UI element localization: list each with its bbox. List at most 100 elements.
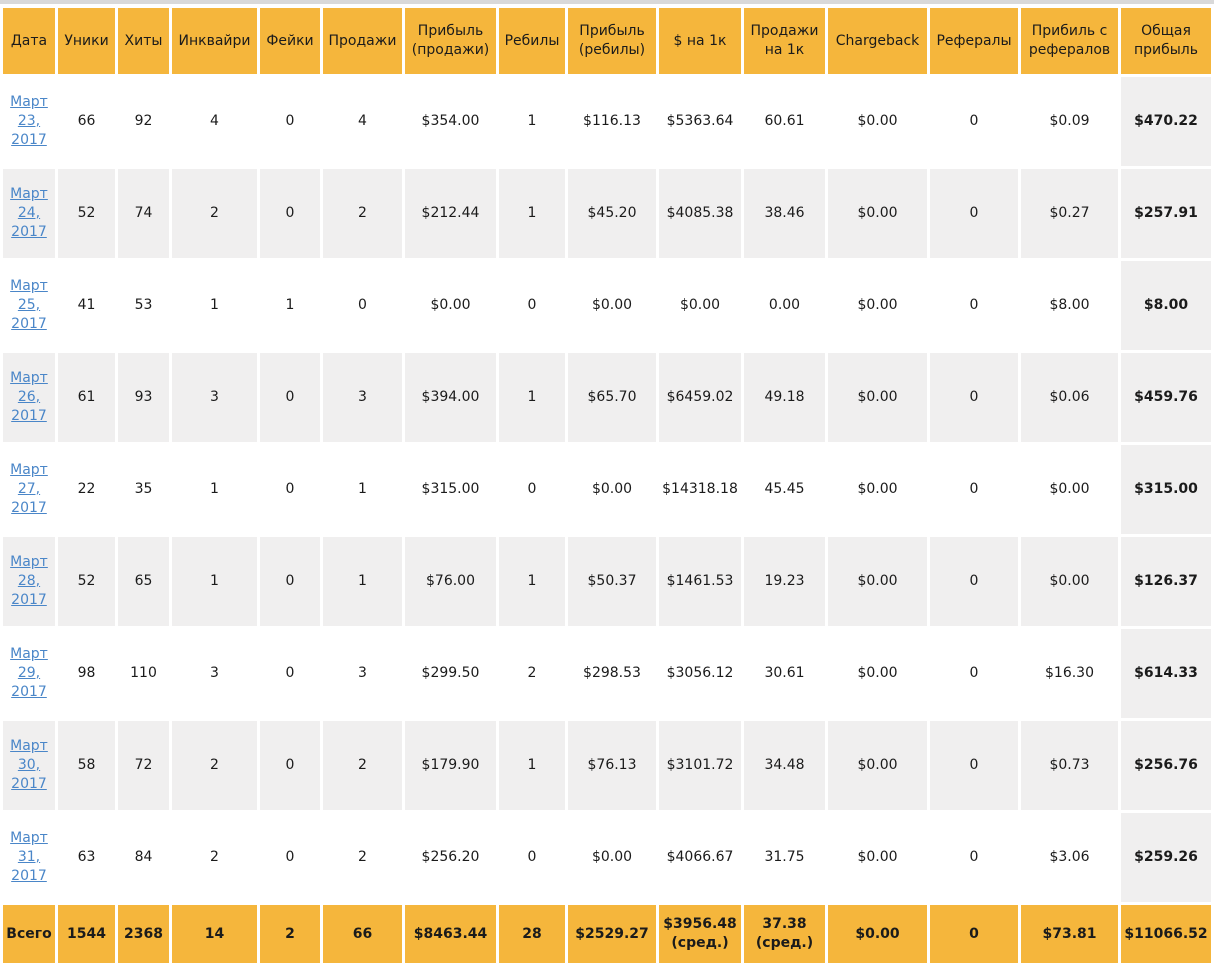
column-header-12: Рефералы [930, 8, 1018, 74]
stat-cell: $0.06 [1021, 353, 1118, 442]
stat-cell: 3 [172, 629, 257, 718]
stat-cell: 0 [930, 721, 1018, 810]
total-label: Всего [3, 905, 55, 963]
column-header-13: Прибиль с рефералов [1021, 8, 1118, 74]
stat-cell: $459.76 [1121, 353, 1211, 442]
stat-cell: $259.26 [1121, 813, 1211, 902]
date-link[interactable]: Март 26, 2017 [10, 370, 48, 424]
stat-cell: $0.00 [828, 445, 927, 534]
stat-cell: 1 [499, 169, 565, 258]
stat-cell: $0.73 [1021, 721, 1118, 810]
stat-cell: $257.91 [1121, 169, 1211, 258]
date-link[interactable]: Март 23, 2017 [10, 94, 48, 148]
date-link[interactable]: Март 30, 2017 [10, 738, 48, 792]
stat-cell: $0.00 [568, 813, 656, 902]
stat-cell: $470.22 [1121, 77, 1211, 166]
stat-cell: $8.00 [1021, 261, 1118, 350]
stat-cell: $0.00 [828, 813, 927, 902]
column-header-6: Прибыль (продажи) [405, 8, 496, 74]
stat-cell: 0 [499, 445, 565, 534]
table-row: Март 28, 2017 52 65 1 0 1 $76.00 1 $50.37 $1461.5… [3, 537, 1211, 626]
stat-cell: 1 [499, 537, 565, 626]
total-cell: 28 [499, 905, 565, 963]
stat-cell: $0.00 [568, 261, 656, 350]
stat-cell: 0 [499, 261, 565, 350]
top-border-strip [0, 0, 1214, 4]
stat-cell: 22 [58, 445, 115, 534]
table-row: Март 26, 2017 61 93 3 0 3 $394.00 1 $65.70 $6459.… [3, 353, 1211, 442]
stat-cell: 2 [172, 169, 257, 258]
total-cell: 66 [323, 905, 402, 963]
stat-cell: 84 [118, 813, 169, 902]
date-link[interactable]: Март 27, 2017 [10, 462, 48, 516]
stat-cell: 0 [930, 169, 1018, 258]
stat-cell: $298.53 [568, 629, 656, 718]
stat-cell: $0.00 [659, 261, 741, 350]
stat-cell: $16.30 [1021, 629, 1118, 718]
stat-cell: 0 [260, 813, 320, 902]
stat-cell: $5363.64 [659, 77, 741, 166]
stat-cell: $315.00 [1121, 445, 1211, 534]
stat-cell: $354.00 [405, 77, 496, 166]
date-link[interactable]: Март 24, 2017 [10, 186, 48, 240]
stat-cell: $3.06 [1021, 813, 1118, 902]
stat-cell: 1 [499, 77, 565, 166]
stat-cell: $0.00 [828, 169, 927, 258]
stat-cell: 65 [118, 537, 169, 626]
date-cell: Март 28, 2017 [3, 537, 55, 626]
stat-cell: $1461.53 [659, 537, 741, 626]
column-header-5: Продажи [323, 8, 402, 74]
stat-cell: 0 [260, 445, 320, 534]
stat-cell: 45.45 [744, 445, 825, 534]
table-row: Март 30, 2017 58 72 2 0 2 $179.90 1 $76.13 $3101.… [3, 721, 1211, 810]
stat-cell: $76.00 [405, 537, 496, 626]
column-header-14: Общая прибыль [1121, 8, 1211, 74]
stat-cell: 0 [260, 353, 320, 442]
total-cell: $2529.27 [568, 905, 656, 963]
total-cell: $3956.48 (сред.) [659, 905, 741, 963]
stat-cell: $0.00 [828, 721, 927, 810]
stat-cell: 1 [323, 537, 402, 626]
header-row: Дата Уники Хиты Инквайри Фейки Продажи Прибыль… [3, 8, 1211, 74]
stat-cell: 0 [260, 169, 320, 258]
stat-cell: 0 [930, 353, 1018, 442]
stat-cell: 3 [323, 353, 402, 442]
stat-cell: $614.33 [1121, 629, 1211, 718]
stat-cell: $0.00 [1021, 445, 1118, 534]
stat-cell: 74 [118, 169, 169, 258]
stat-cell: $8.00 [1121, 261, 1211, 350]
date-link[interactable]: Март 31, 2017 [10, 830, 48, 884]
stat-cell: 53 [118, 261, 169, 350]
stat-cell: $0.00 [828, 537, 927, 626]
stat-cell: 34.48 [744, 721, 825, 810]
column-header-8: Прибыль (ребилы) [568, 8, 656, 74]
date-link[interactable]: Март 29, 2017 [10, 646, 48, 700]
total-cell: 2 [260, 905, 320, 963]
table-row: Март 31, 2017 63 84 2 0 2 $256.20 0 $0.00 $4066.6… [3, 813, 1211, 902]
stat-cell: 1 [172, 445, 257, 534]
stat-cell: 4 [323, 77, 402, 166]
stat-cell: $256.20 [405, 813, 496, 902]
stat-cell: 38.46 [744, 169, 825, 258]
stat-cell: $315.00 [405, 445, 496, 534]
total-cell: 1544 [58, 905, 115, 963]
stat-cell: $76.13 [568, 721, 656, 810]
stat-cell: 0 [930, 261, 1018, 350]
stat-cell: 1 [172, 261, 257, 350]
stat-cell: 2 [323, 721, 402, 810]
stat-cell: 0 [499, 813, 565, 902]
date-link[interactable]: Март 28, 2017 [10, 554, 48, 608]
stat-cell: $0.09 [1021, 77, 1118, 166]
stat-cell: 0 [930, 77, 1018, 166]
stat-cell: 0 [323, 261, 402, 350]
stat-cell: $299.50 [405, 629, 496, 718]
stat-cell: $3101.72 [659, 721, 741, 810]
stat-cell: 0 [260, 629, 320, 718]
stat-cell: $0.27 [1021, 169, 1118, 258]
date-link[interactable]: Март 25, 2017 [10, 278, 48, 332]
total-cell: $8463.44 [405, 905, 496, 963]
stat-cell: 0 [930, 629, 1018, 718]
total-row: Всего 1544 2368 14 2 66 $8463.44 28 $2529.27 $395… [3, 905, 1211, 963]
stat-cell: 0 [260, 721, 320, 810]
date-cell: Март 25, 2017 [3, 261, 55, 350]
